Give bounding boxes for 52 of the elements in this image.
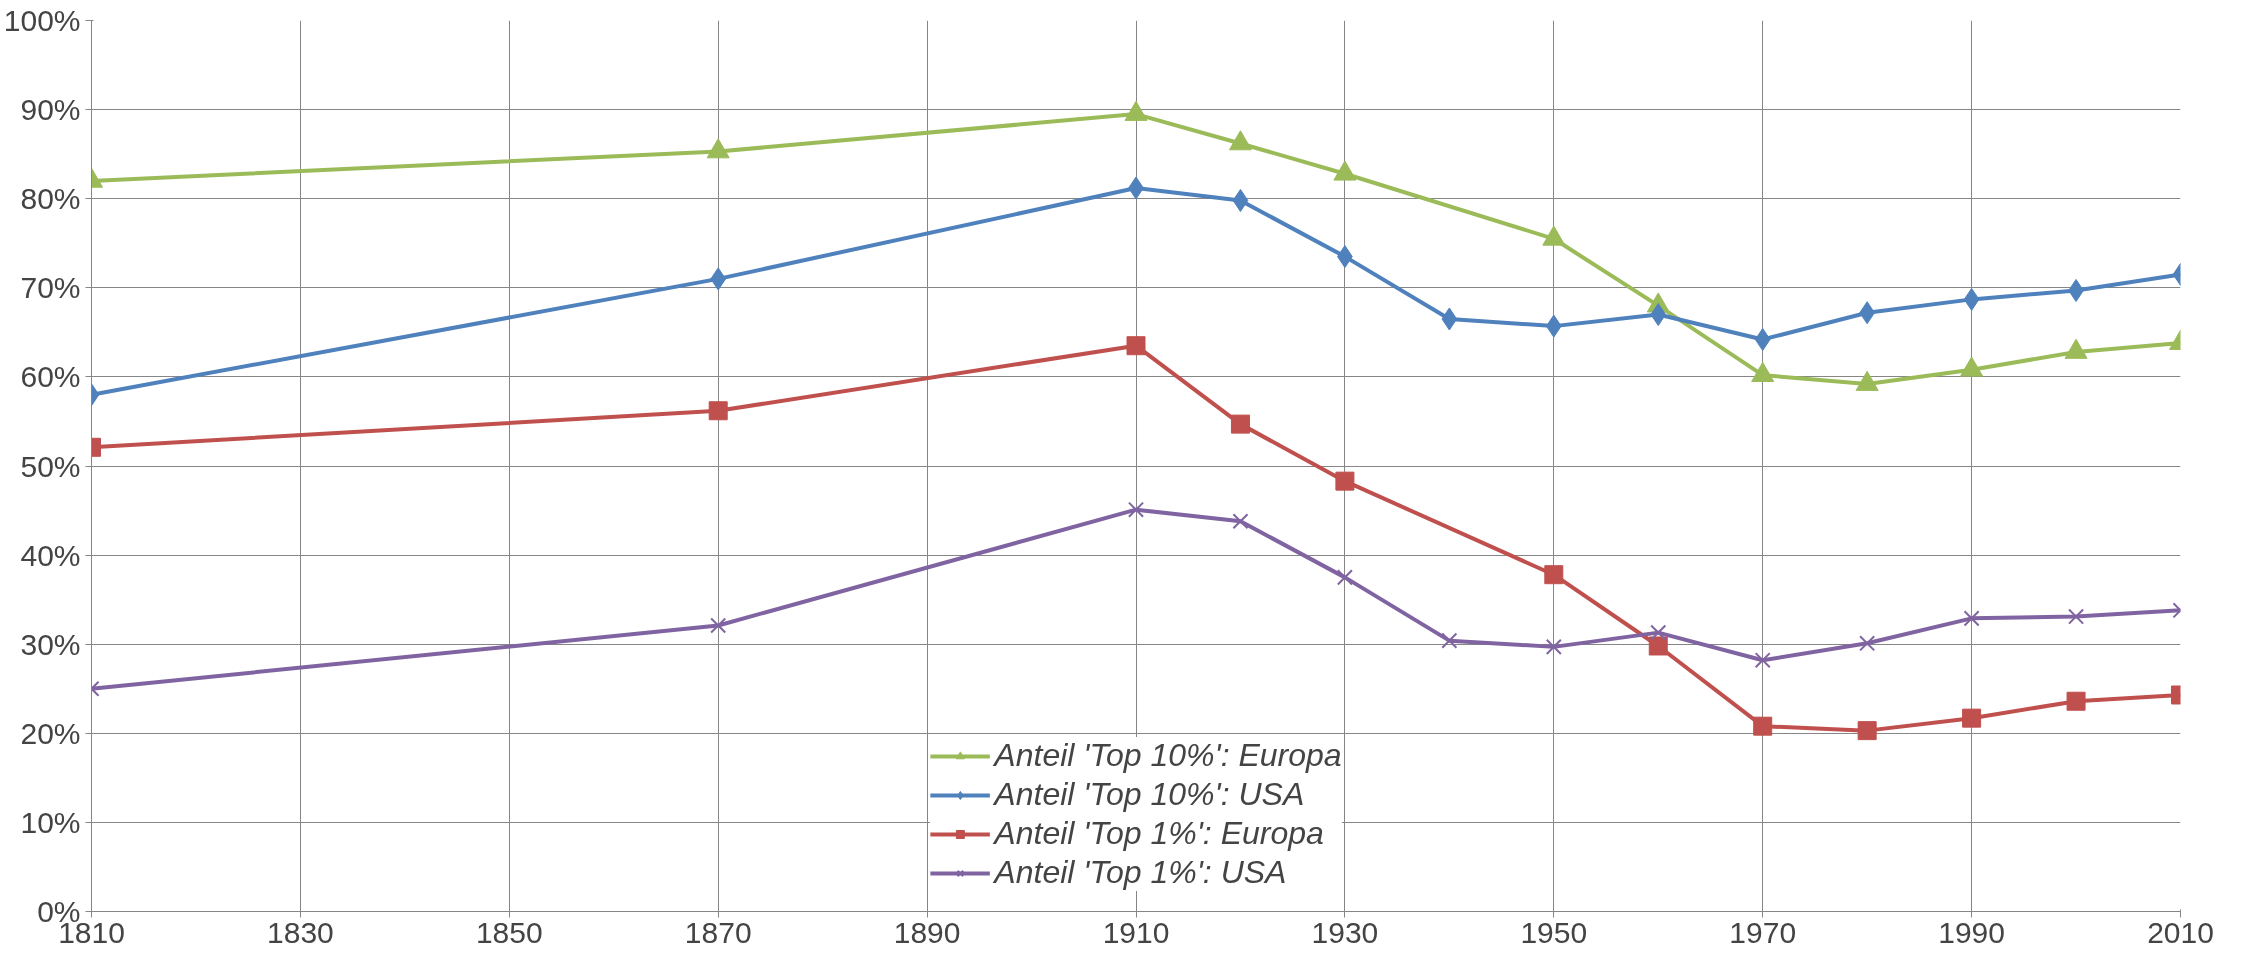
point [1754,327,1771,351]
point [1963,287,1980,311]
point [1754,652,1771,669]
point [1232,513,1249,530]
point [1859,635,1876,652]
x-tick-label: 1950 [1520,915,1588,949]
point [708,401,728,421]
point [1650,624,1667,641]
point [1544,565,1564,585]
y-tick-label: 20% [20,716,81,750]
point [1126,336,1146,356]
point [2067,608,2085,625]
x-tick-label: 1870 [684,915,752,949]
legend-label: Anteil 'Top 1%': USA [994,854,1287,891]
point [1963,610,1980,627]
x-tick-label: 1830 [267,915,334,949]
point [1857,721,1877,741]
x-tick-label: 2010 [2147,915,2214,949]
legend-label: Anteil 'Top 10%': USA [994,776,1305,813]
point [1127,501,1145,518]
x-tick-label: 1930 [1311,915,1379,949]
point [1545,314,1562,338]
y-tick-label: 70% [20,271,81,305]
y-tick-label: 60% [20,360,81,394]
y-tick-label: 80% [20,182,81,216]
x-tick-label: 1970 [1729,915,1797,949]
y-tick-label: 10% [20,805,81,839]
point [2066,691,2086,711]
point [1962,708,1982,728]
point [1230,414,1250,434]
legend-label: Anteil 'Top 1%': Europa [994,815,1324,852]
point [1232,188,1249,212]
y-tick-label: 90% [20,93,81,127]
point [1650,303,1667,327]
point [1336,569,1353,586]
x-tick-label: 1890 [893,915,961,949]
point [1753,716,1773,736]
point [1441,307,1458,331]
x-tick-label: 1910 [1102,915,1170,949]
point [710,267,727,291]
point [1545,638,1562,655]
point [1441,632,1458,649]
y-tick-label: 100% [3,4,81,37]
y-tick-label: 30% [20,627,81,661]
point [710,617,727,634]
x-tick-label: 1990 [1938,915,2005,949]
point [1648,636,1668,656]
x-tick-label: 1850 [475,915,543,949]
point [1335,471,1355,491]
legend-label: Anteil 'Top 10%': Europa [994,737,1342,774]
y-tick-label: 50% [20,449,81,483]
y-tick-label: 40% [20,538,81,572]
